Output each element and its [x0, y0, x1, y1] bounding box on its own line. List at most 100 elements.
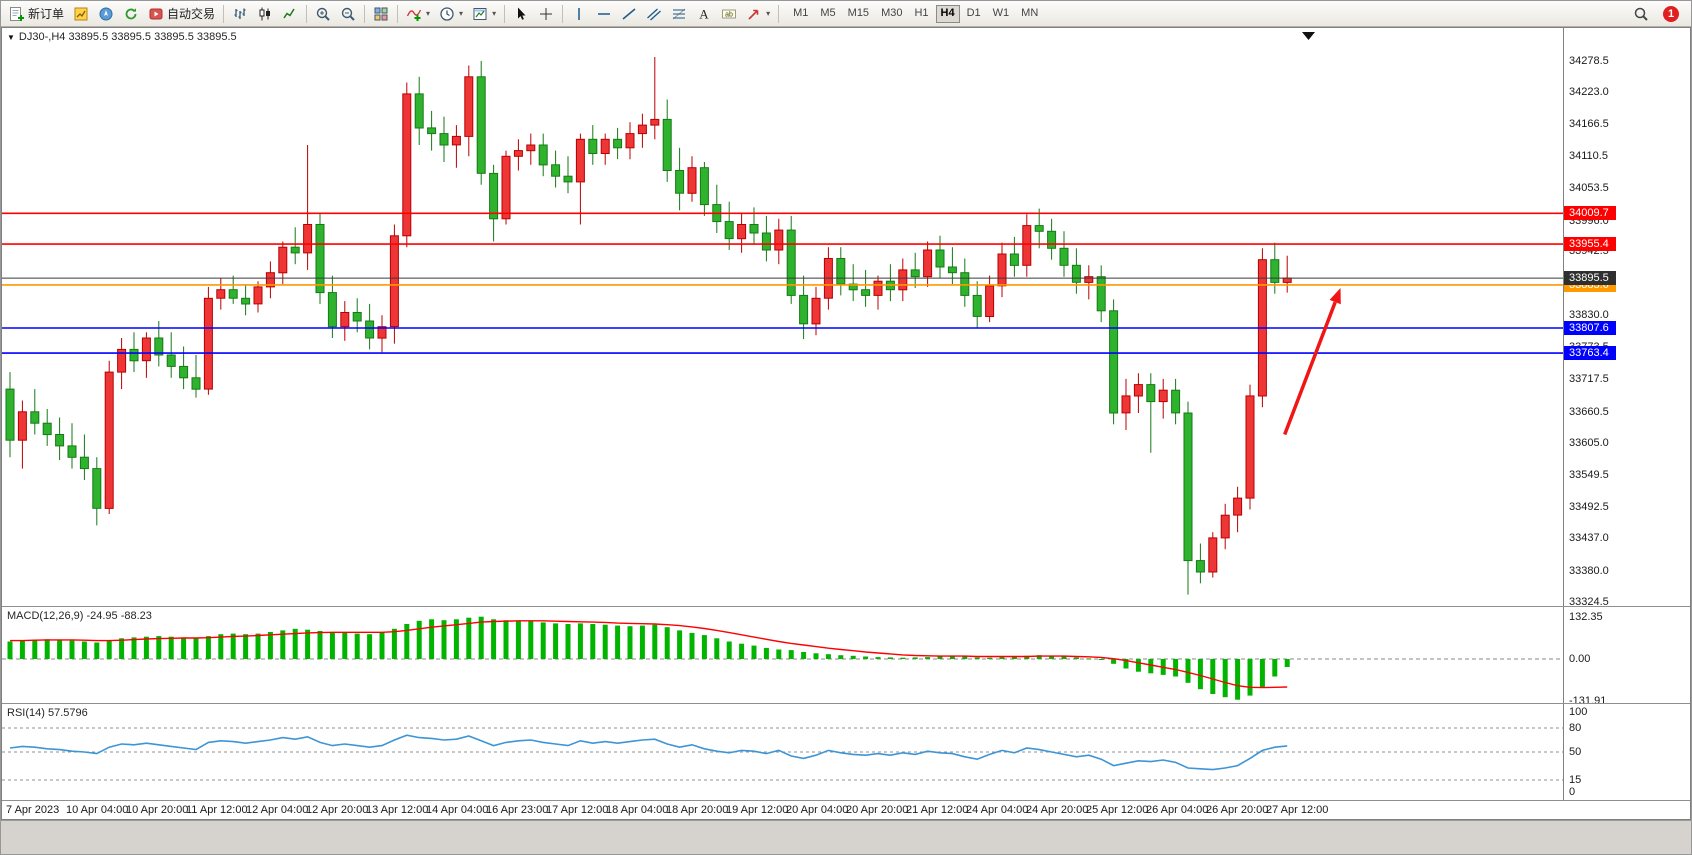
toolbar-separator: [778, 4, 780, 23]
toolbar-separator: [562, 4, 564, 23]
rsi-axis-label: 15: [1569, 774, 1582, 786]
time-axis-label: 18 Apr 04:00: [606, 804, 669, 816]
macd-label: MACD(12,26,9) -24.95 -88.23: [7, 610, 152, 622]
periods-button[interactable]: ▾: [435, 3, 467, 25]
bar-chart-icon: [232, 6, 248, 22]
dropdown-caret-icon: ▾: [492, 9, 497, 18]
timeframe-m5-button[interactable]: M5: [820, 6, 836, 19]
macd-axis-label: 0.00: [1569, 653, 1591, 665]
toolbar-separator: [364, 4, 366, 23]
market-watch-button[interactable]: [69, 3, 93, 25]
rsi-panel: RSI(14) 57.5796 100 80 50 15 0: [2, 703, 1690, 800]
svg-text:ab: ab: [725, 11, 733, 18]
candlestick-chart-button[interactable]: [253, 3, 277, 25]
tile-windows-button[interactable]: [369, 3, 393, 25]
new-order-button[interactable]: 新订单: [5, 3, 68, 25]
vertical-line-button[interactable]: [567, 3, 591, 25]
time-axis-label: 26 Apr 20:00: [1206, 804, 1269, 816]
price-level-badge: 33763.4: [1564, 346, 1616, 361]
market-watch-icon: [73, 6, 89, 22]
zoom-in-button[interactable]: [311, 3, 335, 25]
price-axis-label: 33324.5: [1569, 596, 1609, 609]
crosshair-button[interactable]: [534, 3, 558, 25]
time-axis-label: 21 Apr 12:00: [906, 804, 969, 816]
price-level-badge: 33955.4: [1564, 237, 1616, 252]
rsi-axis-label: 100: [1569, 706, 1588, 718]
price-chart-canvas[interactable]: [2, 28, 1563, 606]
bar-chart-button[interactable]: [228, 3, 252, 25]
line-chart-icon: [282, 6, 298, 22]
timeframe-h1-button[interactable]: H1: [914, 6, 929, 19]
rsi-axis[interactable]: 100 80 50 15 0: [1563, 704, 1690, 800]
zoom-out-button[interactable]: [336, 3, 360, 25]
candlestick-icon: [257, 6, 273, 22]
periods-icon: [439, 6, 455, 22]
indicators-button[interactable]: ▾: [402, 3, 434, 25]
macd-canvas[interactable]: [2, 607, 1563, 703]
time-axis[interactable]: 7 Apr 2023 10 Apr 04:00 10 Apr 20:00 11 Apr…: [2, 800, 1690, 819]
current-price-badge: 33895.5: [1564, 271, 1616, 286]
price-axis-label: 33830.0: [1569, 309, 1609, 322]
time-axis-label: 18 Apr 20:00: [666, 804, 729, 816]
time-axis-label: 20 Apr 04:00: [786, 804, 849, 816]
cursor-icon: [513, 6, 529, 22]
cursor-button[interactable]: [509, 3, 533, 25]
toolbar-separator: [504, 4, 506, 23]
price-axis[interactable]: 34278.5 34223.0 34166.5 34110.5 34053.5 33996…: [1563, 28, 1690, 609]
line-chart-button[interactable]: [278, 3, 302, 25]
macd-axis-label: 132.35: [1569, 610, 1603, 623]
horizontal-line-icon: [596, 6, 612, 22]
timeframe-d1-button[interactable]: D1: [966, 6, 981, 19]
templates-icon: [472, 6, 488, 22]
time-axis-label: 20 Apr 20:00: [846, 804, 909, 816]
timeframe-h4-button[interactable]: H4: [935, 4, 960, 23]
text-label-icon: ab: [721, 6, 737, 22]
fibonacci-button[interactable]: [667, 3, 691, 25]
time-axis-label: 19 Apr 12:00: [726, 804, 789, 816]
price-axis-label: 33437.0: [1569, 532, 1609, 545]
time-axis-label: 24 Apr 04:00: [966, 804, 1029, 816]
text-button[interactable]: A: [692, 3, 716, 25]
zoom-out-icon: [340, 6, 356, 22]
search-button[interactable]: [1629, 3, 1653, 25]
time-axis-label: 11 Apr 12:00: [186, 804, 248, 816]
templates-button[interactable]: ▾: [468, 3, 500, 25]
price-axis-label: 33717.5: [1569, 373, 1609, 386]
rsi-label: RSI(14) 57.5796: [7, 707, 88, 719]
crosshair-icon: [538, 6, 554, 22]
price-axis-label: 34166.5: [1569, 118, 1609, 131]
timeframe-m1-button[interactable]: M1: [793, 6, 809, 19]
notification-badge[interactable]: 1: [1663, 5, 1679, 22]
time-axis-label: 16 Apr 23:00: [486, 804, 549, 816]
time-axis-label: 10 Apr 20:00: [126, 804, 189, 816]
arrows-button[interactable]: ▾: [742, 3, 774, 25]
timeframe-m15-button[interactable]: M15: [847, 6, 870, 19]
refresh-button[interactable]: [119, 3, 143, 25]
time-axis-label: 17 Apr 12:00: [546, 804, 609, 816]
timeframe-mn-button[interactable]: MN: [1021, 6, 1039, 19]
price-axis-label: 33492.5: [1569, 500, 1609, 513]
symbol-dropdown-icon[interactable]: ▼: [7, 32, 15, 42]
navigator-button[interactable]: [94, 3, 118, 25]
rsi-axis-label: 80: [1569, 722, 1582, 734]
fibonacci-icon: [671, 6, 687, 22]
equidistant-channel-button[interactable]: [642, 3, 666, 25]
chart-title: ▼ DJ30-,H4 33895.5 33895.5 33895.5 33895…: [7, 31, 237, 43]
trendline-button[interactable]: [617, 3, 641, 25]
horizontal-line-button[interactable]: [592, 3, 616, 25]
rsi-canvas[interactable]: [2, 704, 1563, 800]
rsi-axis-label: 50: [1569, 746, 1582, 758]
autotrading-button-label: 自动交易: [167, 7, 216, 21]
macd-panel: MACD(12,26,9) -24.95 -88.23 132.35 0.00 -1…: [2, 606, 1690, 707]
tile-windows-icon: [373, 6, 389, 22]
macd-axis[interactable]: 132.35 0.00 -131.91: [1563, 607, 1690, 707]
dropdown-caret-icon: ▾: [426, 9, 431, 18]
new-order-icon: [9, 6, 25, 22]
text-label-button[interactable]: ab: [717, 3, 741, 25]
price-axis-label: 34223.0: [1569, 86, 1609, 99]
toolbar-separator: [397, 4, 399, 23]
timeframe-m30-button[interactable]: M30: [881, 6, 903, 19]
timeframe-w1-button[interactable]: W1: [992, 6, 1010, 19]
autotrading-button[interactable]: 自动交易: [144, 3, 219, 25]
